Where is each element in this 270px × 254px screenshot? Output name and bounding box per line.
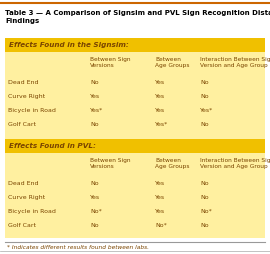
Text: No: No bbox=[200, 195, 209, 200]
Text: Effects Found in the Signsim:: Effects Found in the Signsim: bbox=[9, 42, 129, 48]
Bar bbox=[5, 38, 265, 52]
Text: Between
Age Groups: Between Age Groups bbox=[155, 158, 190, 169]
Text: Yes: Yes bbox=[155, 94, 165, 99]
Text: Yes*: Yes* bbox=[200, 108, 213, 113]
Text: Yes*: Yes* bbox=[90, 108, 103, 113]
Text: Curve Right: Curve Right bbox=[8, 195, 45, 200]
Text: Yes: Yes bbox=[155, 80, 165, 85]
Text: Yes: Yes bbox=[90, 195, 100, 200]
Text: * Indicates different results found between labs.: * Indicates different results found betw… bbox=[7, 245, 149, 250]
Text: No: No bbox=[200, 223, 209, 228]
Text: Bicycle in Road: Bicycle in Road bbox=[8, 108, 56, 113]
Text: No: No bbox=[90, 80, 99, 85]
Text: Dead End: Dead End bbox=[8, 181, 39, 186]
Text: Between Sign
Versions: Between Sign Versions bbox=[90, 158, 130, 169]
Text: No*: No* bbox=[155, 223, 167, 228]
Text: Yes: Yes bbox=[155, 209, 165, 214]
Text: Effects Found in PVL:: Effects Found in PVL: bbox=[9, 143, 96, 149]
Bar bbox=[5, 38, 265, 238]
Text: No: No bbox=[200, 80, 209, 85]
Text: No: No bbox=[90, 122, 99, 127]
Text: No: No bbox=[90, 223, 99, 228]
Text: Yes: Yes bbox=[155, 195, 165, 200]
Text: Yes: Yes bbox=[155, 108, 165, 113]
Text: No: No bbox=[200, 94, 209, 99]
Text: No*: No* bbox=[90, 209, 102, 214]
Text: Yes*: Yes* bbox=[155, 122, 168, 127]
Text: Interaction Between Sign
Version and Age Group: Interaction Between Sign Version and Age… bbox=[200, 57, 270, 68]
Text: Curve Right: Curve Right bbox=[8, 94, 45, 99]
Text: Yes: Yes bbox=[90, 94, 100, 99]
Text: Golf Cart: Golf Cart bbox=[8, 223, 36, 228]
Text: Dead End: Dead End bbox=[8, 80, 39, 85]
Text: Table 3 — A Comparison of Signsim and PVL Sign Recognition Distance
Findings: Table 3 — A Comparison of Signsim and PV… bbox=[5, 10, 270, 24]
Text: Between
Age Groups: Between Age Groups bbox=[155, 57, 190, 68]
Text: No: No bbox=[200, 122, 209, 127]
Bar bbox=[5, 139, 265, 153]
Text: Between Sign
Versions: Between Sign Versions bbox=[90, 57, 130, 68]
Text: Interaction Between Sign
Version and Age Group: Interaction Between Sign Version and Age… bbox=[200, 158, 270, 169]
Text: No*: No* bbox=[200, 209, 212, 214]
Text: Bicycle in Road: Bicycle in Road bbox=[8, 209, 56, 214]
Text: Golf Cart: Golf Cart bbox=[8, 122, 36, 127]
Text: No: No bbox=[200, 181, 209, 186]
Text: No: No bbox=[90, 181, 99, 186]
Text: Yes: Yes bbox=[155, 181, 165, 186]
